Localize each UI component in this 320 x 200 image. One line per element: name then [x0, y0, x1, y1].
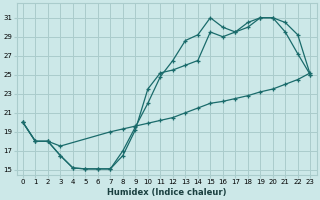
- X-axis label: Humidex (Indice chaleur): Humidex (Indice chaleur): [107, 188, 226, 197]
